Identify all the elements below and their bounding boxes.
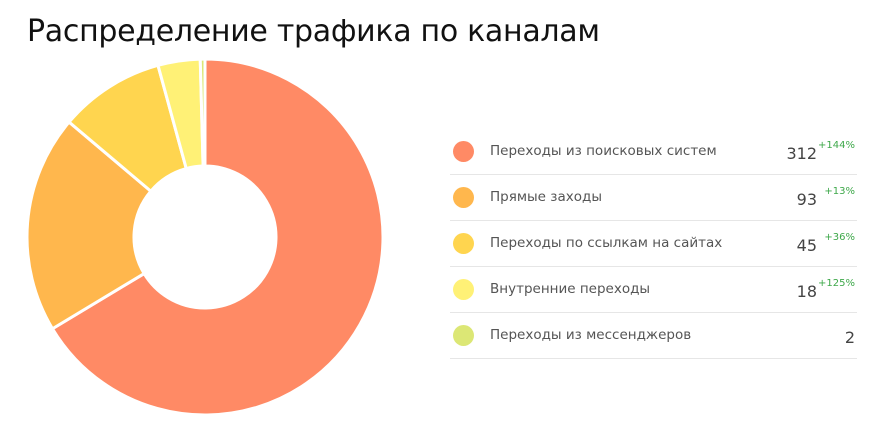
chart-legend: Переходы из поисковых систем 312 +144% Прям… [450,129,857,359]
legend-value: 93 [796,190,817,209]
legend-item[interactable]: Переходы из поисковых систем 312 +144% [450,129,857,175]
pie-slice-2[interactable] [25,119,153,331]
legend-color-dot [453,187,474,208]
legend-label: Переходы из мессенджеров [490,327,692,343]
pie-slice-5[interactable] [198,57,207,168]
legend-item[interactable]: Внутренние переходы 18 +125% [450,267,857,313]
legend-item[interactable]: Переходы по ссылкам на сайтах 45 +36% [450,221,857,267]
legend-color-dot [453,141,474,162]
legend-delta: +13% [824,186,855,197]
legend-delta: +36% [824,232,855,243]
donut-chart [25,57,385,417]
legend-delta: +144% [818,140,855,151]
legend-item[interactable]: Переходы из мессенджеров 2 [450,313,857,359]
pie-slice-1[interactable] [50,57,385,417]
legend-color-dot [453,325,474,346]
legend-delta: +125% [818,278,855,289]
legend-value: 2 [844,328,855,347]
legend-label: Переходы по ссылкам на сайтах [490,235,723,251]
legend-value: 45 [796,236,817,255]
legend-label: Переходы из поисковых систем [490,143,717,159]
legend-label: Внутренние переходы [490,281,651,297]
legend-item[interactable]: Прямые заходы 93 +13% [450,175,857,221]
legend-color-dot [453,233,474,254]
legend-value: 18 [796,282,817,301]
legend-value: 312 [786,144,817,163]
page-title: Распределение трафика по каналам [27,14,600,49]
legend-label: Прямые заходы [490,189,602,205]
legend-color-dot [453,279,474,300]
